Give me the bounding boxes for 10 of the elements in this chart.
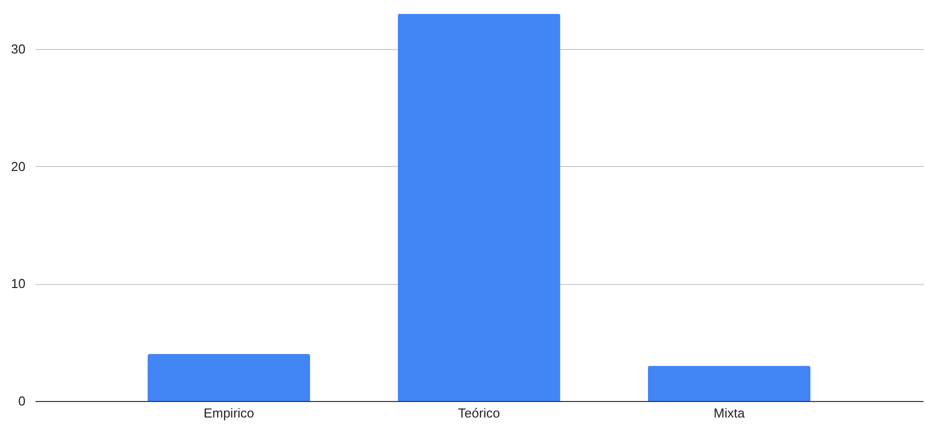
y-tick-label: 30: [11, 41, 26, 56]
bar: [148, 354, 310, 401]
y-tick-label: 20: [11, 158, 26, 174]
x-tick-label: Teórico: [458, 406, 500, 420]
y-tick-label: 10: [11, 276, 26, 292]
x-tick-label: Empirico: [204, 406, 254, 420]
x-tick-label: Mixta: [714, 406, 746, 420]
bar: [398, 14, 560, 401]
bar: [648, 366, 810, 401]
y-tick-label: 0: [18, 394, 26, 408]
